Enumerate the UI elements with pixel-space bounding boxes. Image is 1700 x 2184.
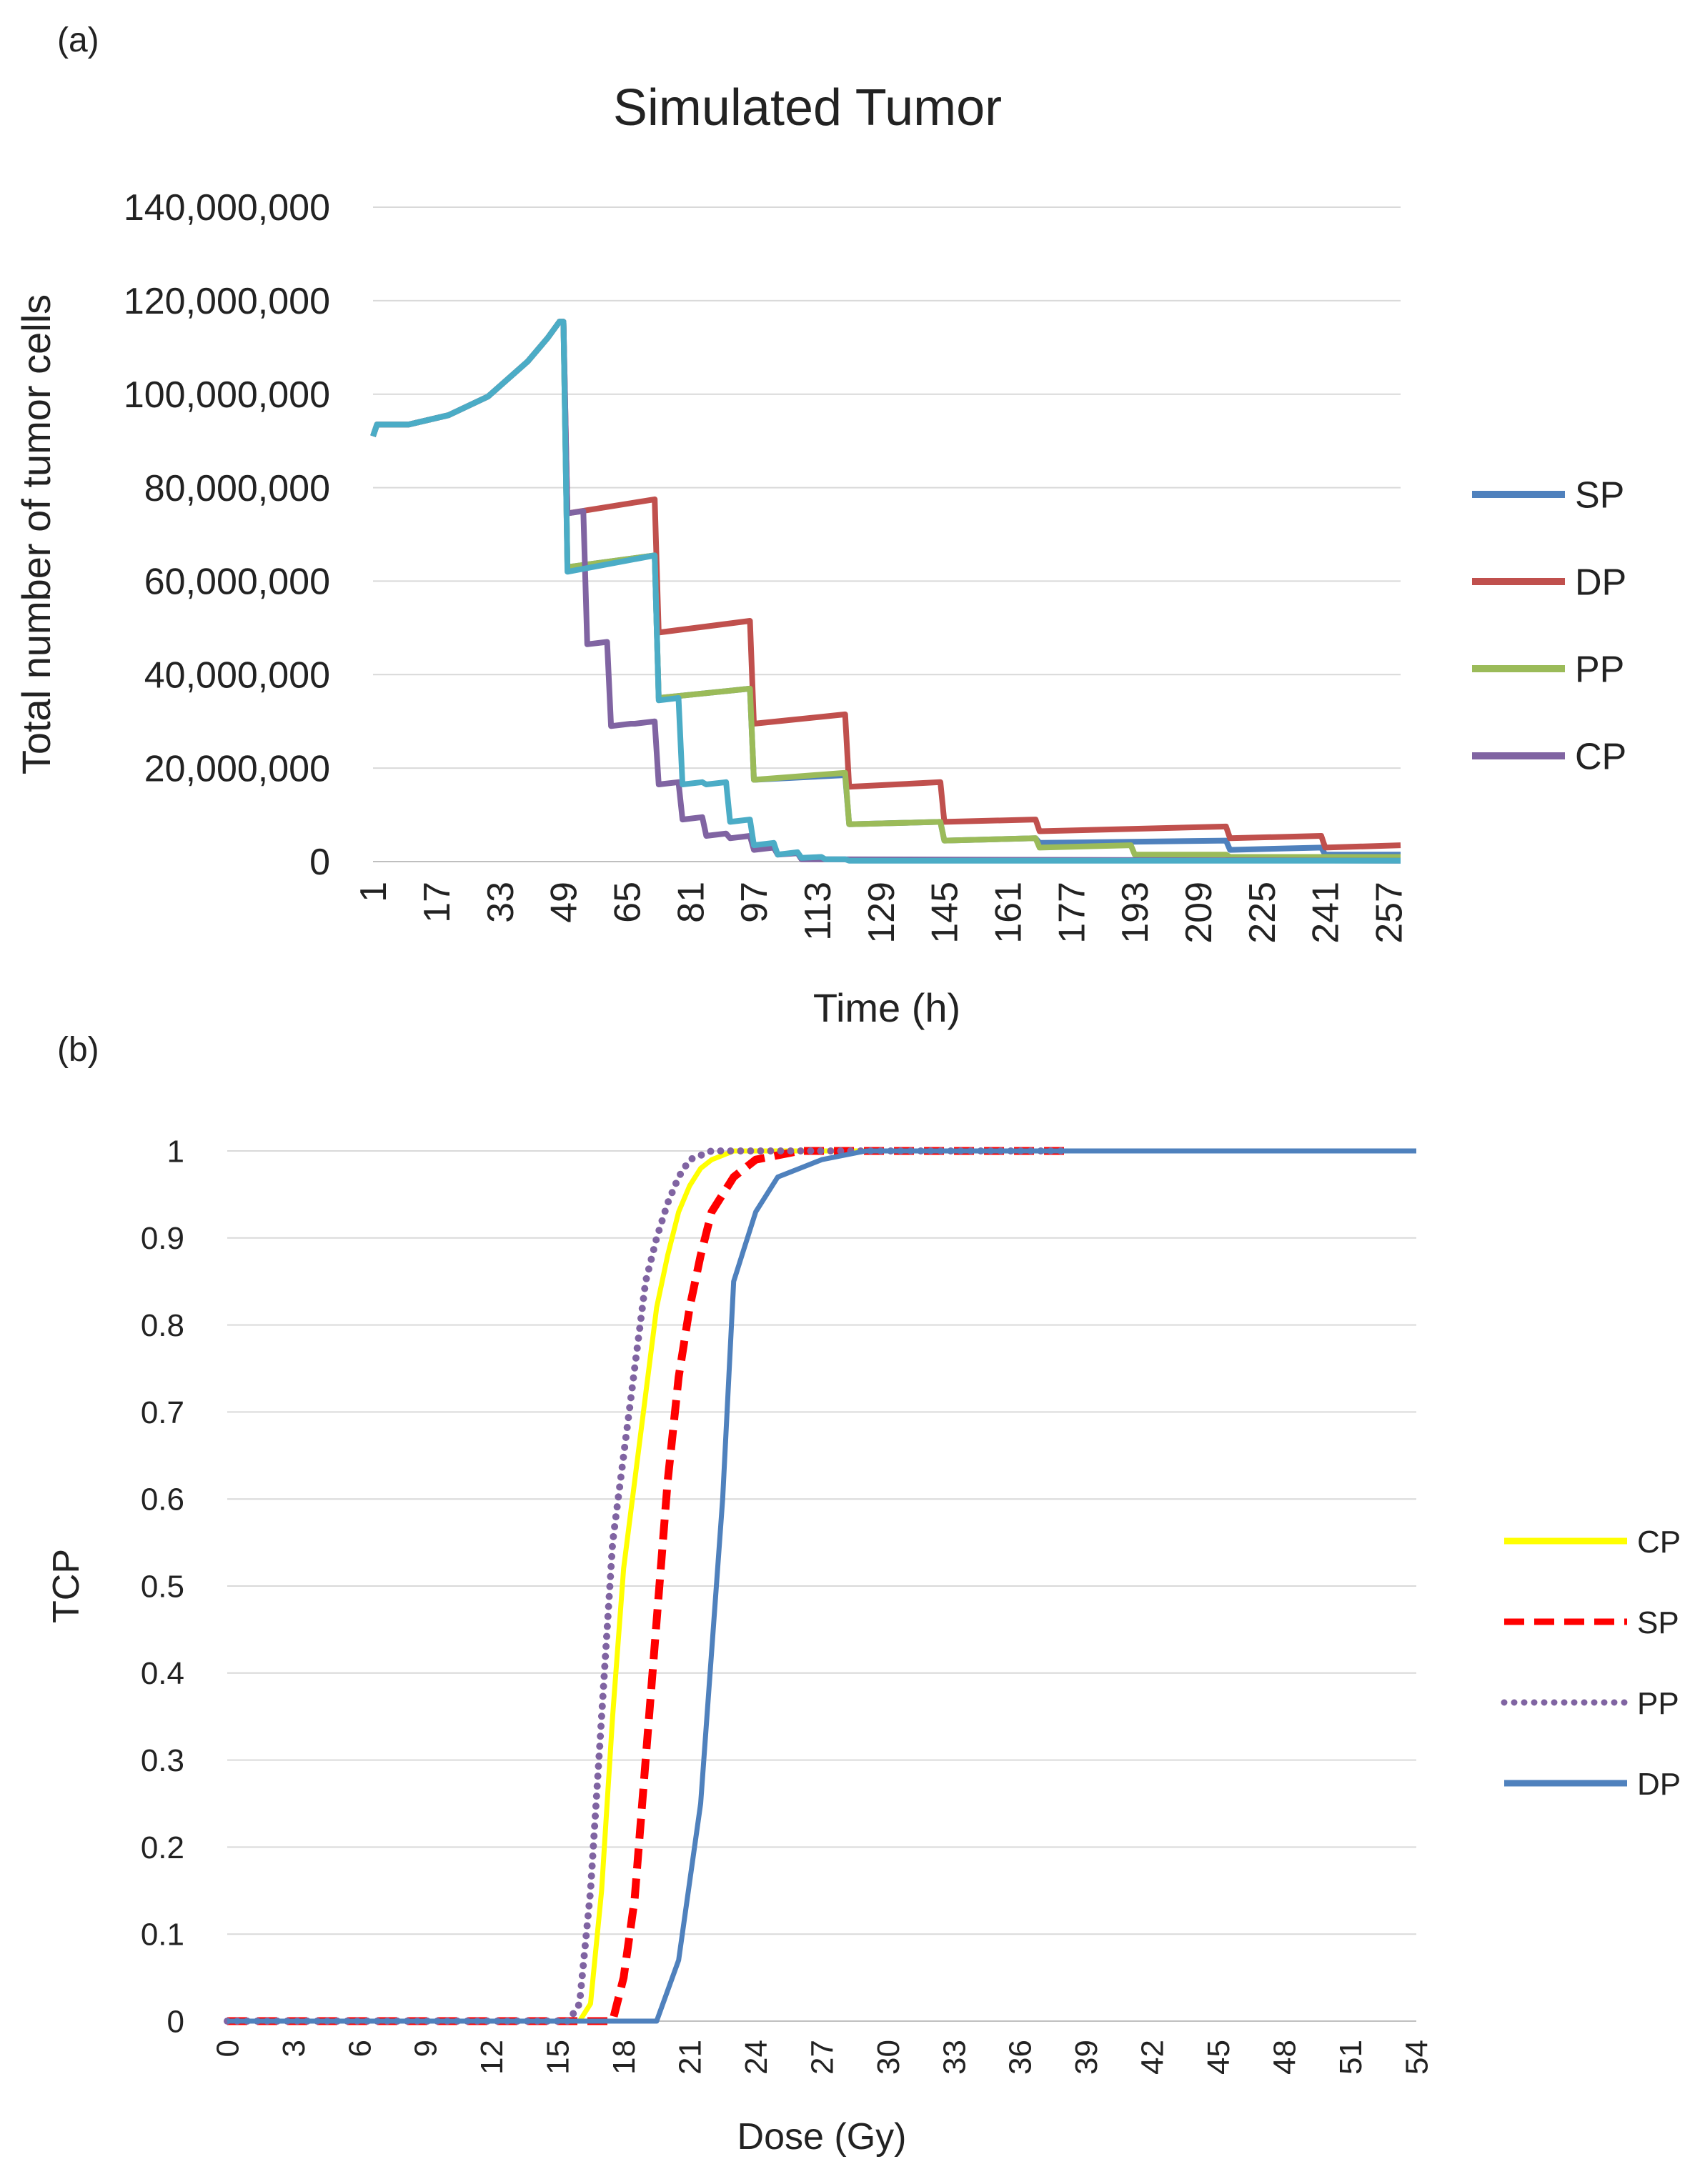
x-tick-label: 209: [1178, 882, 1220, 944]
x-tick-label: 54: [1399, 2040, 1434, 2075]
x-tick-label: 45: [1201, 2040, 1236, 2075]
x-tick-label: 30: [871, 2040, 906, 2075]
y-axis-label: TCP: [46, 1549, 87, 1623]
legend-label-sp: SP: [1637, 1605, 1679, 1640]
y-tick-label: 0: [309, 842, 330, 883]
x-tick-label: 17: [417, 882, 458, 923]
x-tick-label: 51: [1333, 2040, 1368, 2075]
y-tick-label: 0.6: [141, 1482, 184, 1517]
x-tick-label: 65: [607, 882, 649, 923]
y-tick-label: 40,000,000: [144, 654, 330, 696]
y-tick-label: 1: [167, 1134, 184, 1169]
y-tick-label: 0.1: [141, 1918, 184, 1953]
chart-b: 00.10.20.30.40.50.60.70.80.910 3 6 9 12 15 18 2…: [46, 1134, 1681, 2158]
y-tick-label: 0.8: [141, 1308, 184, 1343]
y-tick-label: 0.4: [141, 1656, 184, 1691]
x-tick-label: 33: [937, 2040, 972, 2075]
y-tick-label: 0.5: [141, 1569, 184, 1604]
panel-a-label: (a): [57, 21, 99, 59]
x-tick-label: 39: [1069, 2040, 1104, 2075]
y-tick-label: 80,000,000: [144, 468, 330, 509]
x-tick-label: 113: [797, 882, 839, 941]
x-tick-label: 1: [353, 882, 394, 902]
y-tick-label: 120,000,000: [124, 281, 330, 322]
x-tick-label: 6: [342, 2040, 377, 2057]
y-tick-label: 140,000,000: [124, 187, 330, 229]
legend-label-sp: SP: [1575, 475, 1624, 517]
series-line-dp: [227, 1148, 1416, 2024]
y-tick-label: 100,000,000: [124, 374, 330, 416]
x-tick-label: 81: [670, 882, 712, 923]
y-tick-label: 0: [167, 2004, 184, 2039]
x-tick-label: 177: [1051, 882, 1093, 944]
x-tick-label: 24: [739, 2040, 774, 2075]
chart-a: 0 20,000,000 40,000,000 60,000,000 80,000,00…: [14, 187, 1626, 1030]
y-tick-label: 0.2: [141, 1830, 184, 1865]
x-tick-label: 97: [734, 882, 775, 923]
x-tick-label: 36: [1003, 2040, 1038, 2075]
x-tick-label: 33: [480, 882, 522, 923]
series-line-cp: [370, 319, 1401, 864]
y-axis-label: Total number of tumor cells: [14, 294, 59, 774]
x-tick-label: 27: [805, 2040, 840, 2075]
x-tick-label: 49: [544, 882, 585, 923]
x-axis-label: Time (h): [813, 985, 960, 1030]
y-tick-label: 0.7: [141, 1395, 184, 1430]
x-tick-label: 257: [1369, 882, 1411, 944]
x-tick-label: 15: [541, 2040, 576, 2075]
y-tick-label: 0.9: [141, 1221, 184, 1256]
legend-label-pp: PP: [1575, 649, 1624, 691]
series-line-extra: [370, 319, 1401, 864]
legend-label-cp: CP: [1575, 737, 1626, 778]
panel-b-label: (b): [57, 1031, 99, 1069]
x-tick-label: 129: [861, 882, 903, 944]
y-tick-label: 60,000,000: [144, 562, 330, 603]
x-axis-label: Dose (Gy): [737, 2116, 907, 2158]
x-tick-label: 12: [474, 2040, 509, 2075]
legend-label-dp: DP: [1575, 562, 1626, 604]
legend-label-pp: PP: [1637, 1686, 1679, 1721]
x-tick-label: 161: [988, 882, 1030, 944]
series-line-pp: [224, 1147, 1068, 2025]
x-tick-label: 0: [210, 2040, 245, 2057]
series-line-sp: [227, 1147, 1064, 2025]
legend-label-cp: CP: [1637, 1525, 1681, 1560]
x-tick-label: 42: [1135, 2040, 1170, 2075]
x-tick-label: 225: [1242, 882, 1283, 944]
x-tick-label: 241: [1306, 882, 1347, 944]
x-tick-label: 18: [607, 2040, 642, 2075]
legend-label-dp: DP: [1637, 1767, 1681, 1802]
x-tick-label: 21: [673, 2040, 708, 2075]
x-tick-label: 3: [277, 2040, 312, 2057]
x-tick-label: 9: [409, 2040, 444, 2057]
x-tick-label: 145: [925, 882, 966, 944]
series-line-sp: [370, 319, 1401, 858]
series-line-cp: [227, 1148, 1064, 2024]
y-tick-label: 0.3: [141, 1743, 184, 1778]
x-tick-label: 193: [1115, 882, 1156, 944]
y-tick-label: 20,000,000: [144, 748, 330, 789]
x-tick-label: 48: [1268, 2040, 1303, 2075]
series-line-pp: [370, 319, 1401, 860]
chart-a-title: Simulated Tumor: [613, 79, 1002, 136]
